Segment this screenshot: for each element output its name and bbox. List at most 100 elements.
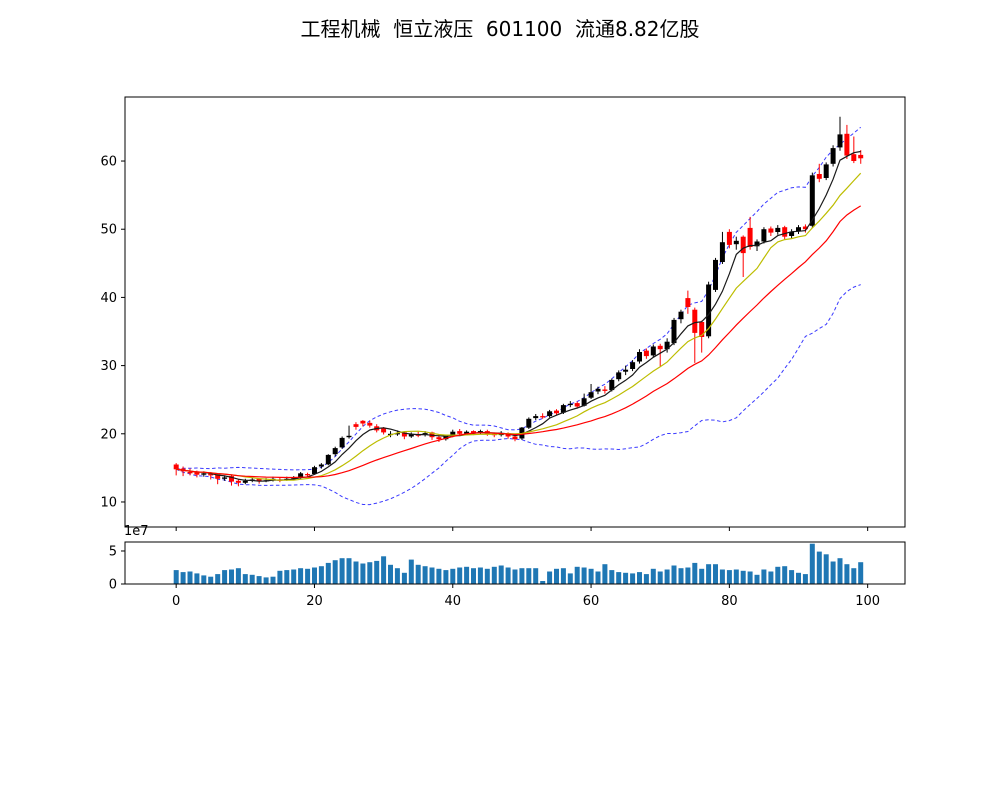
candle-body bbox=[346, 435, 352, 438]
ma20-line bbox=[176, 205, 862, 479]
x-tick-label: 100 bbox=[855, 594, 880, 609]
volume-bar bbox=[699, 568, 705, 584]
volume-bar bbox=[422, 566, 428, 584]
candle-body bbox=[325, 454, 331, 465]
candle-body bbox=[609, 379, 615, 391]
volume-bar bbox=[623, 572, 629, 584]
candle-body bbox=[256, 478, 262, 482]
candle-body bbox=[457, 431, 463, 434]
volume-bar bbox=[574, 566, 580, 584]
volume-bar bbox=[256, 576, 262, 584]
price-tick-label: 60 bbox=[100, 155, 117, 170]
volume-bar bbox=[339, 558, 345, 584]
candle-body bbox=[782, 227, 788, 237]
volume-bar bbox=[726, 570, 732, 584]
candle-body bbox=[740, 236, 746, 254]
volume-bar bbox=[547, 571, 553, 584]
candle-body bbox=[332, 448, 338, 455]
volume-bar bbox=[263, 577, 269, 584]
volume-bar bbox=[643, 574, 649, 584]
volume-bar bbox=[706, 564, 712, 584]
x-tick-label: 60 bbox=[583, 594, 600, 609]
volume-bar bbox=[491, 566, 497, 584]
volume-bar bbox=[305, 568, 311, 584]
bollinger-upper-band bbox=[176, 126, 862, 471]
candle-body bbox=[574, 403, 580, 407]
volume-bar bbox=[415, 564, 421, 584]
volume-bar bbox=[201, 575, 207, 584]
candle-body bbox=[173, 464, 179, 470]
volume-bar bbox=[291, 569, 297, 584]
candle-body bbox=[229, 476, 234, 482]
volume-bar bbox=[284, 570, 290, 584]
bollinger-bands bbox=[175, 126, 862, 506]
volume-bar bbox=[526, 568, 532, 584]
candle-body bbox=[401, 432, 407, 437]
candle-body bbox=[436, 437, 442, 440]
volume-bar bbox=[401, 572, 407, 584]
candle-body bbox=[588, 392, 594, 398]
x-tick-label: 0 bbox=[172, 594, 180, 609]
candle-body bbox=[554, 410, 559, 414]
candle-body bbox=[754, 241, 760, 247]
candle-body bbox=[394, 433, 400, 435]
volume-bar bbox=[554, 568, 559, 584]
candle-body bbox=[512, 436, 518, 440]
candle-body bbox=[312, 467, 317, 474]
candle-body bbox=[678, 311, 684, 320]
candle-body bbox=[837, 134, 843, 148]
volume-bar bbox=[512, 569, 518, 584]
volume-bar bbox=[581, 567, 587, 584]
volume-bar bbox=[719, 569, 725, 584]
candle-body bbox=[450, 431, 456, 436]
candle-body bbox=[194, 471, 200, 475]
candle-body bbox=[719, 242, 725, 262]
volume-bar bbox=[560, 568, 566, 584]
volume-bar bbox=[450, 568, 456, 584]
volume-bar bbox=[851, 568, 857, 584]
candle-body bbox=[713, 259, 718, 290]
candle-body bbox=[560, 405, 566, 413]
candle-body bbox=[630, 362, 636, 369]
volume-bar bbox=[277, 570, 283, 584]
volume-bar bbox=[609, 570, 615, 584]
candle-body bbox=[706, 284, 712, 337]
volume-bar bbox=[692, 562, 698, 584]
volume-bar bbox=[332, 560, 338, 584]
volume-bar bbox=[242, 574, 248, 584]
volume-bar bbox=[616, 572, 622, 584]
x-tick-label: 80 bbox=[721, 594, 738, 609]
volume-bar bbox=[353, 561, 359, 584]
candle-body bbox=[637, 352, 642, 362]
volume-bar bbox=[782, 566, 788, 584]
candle-body bbox=[768, 228, 774, 233]
volume-bar bbox=[180, 572, 186, 584]
candle-body bbox=[809, 175, 815, 226]
volume-bar bbox=[360, 563, 366, 584]
volume-bar bbox=[540, 581, 546, 584]
candle-body bbox=[187, 472, 193, 474]
volume-bar bbox=[837, 558, 843, 584]
volume-bar bbox=[505, 567, 511, 584]
candle-body bbox=[360, 420, 366, 424]
candle-body bbox=[657, 345, 663, 350]
price-tick-label: 20 bbox=[100, 427, 117, 442]
price-tick-label: 30 bbox=[100, 359, 117, 374]
candle-body bbox=[353, 424, 359, 427]
volume-bar bbox=[747, 571, 753, 584]
volume-offset-label: 1e7 bbox=[124, 524, 149, 539]
chart-title: 工程机械 恒立液压 601100 流通8.82亿股 bbox=[300, 17, 700, 41]
candle-body bbox=[602, 389, 608, 391]
candle-body bbox=[858, 154, 864, 159]
volume-panel-border bbox=[124, 541, 906, 585]
candle-body bbox=[505, 433, 511, 437]
candle-body bbox=[823, 164, 829, 178]
volume-bar bbox=[796, 572, 801, 584]
candle-body bbox=[699, 322, 705, 337]
volume-bar bbox=[471, 568, 476, 584]
candle-body bbox=[643, 350, 649, 357]
volume-bar bbox=[713, 564, 718, 584]
volume-tick-label: 5 bbox=[109, 544, 117, 559]
candle-body bbox=[422, 433, 428, 435]
